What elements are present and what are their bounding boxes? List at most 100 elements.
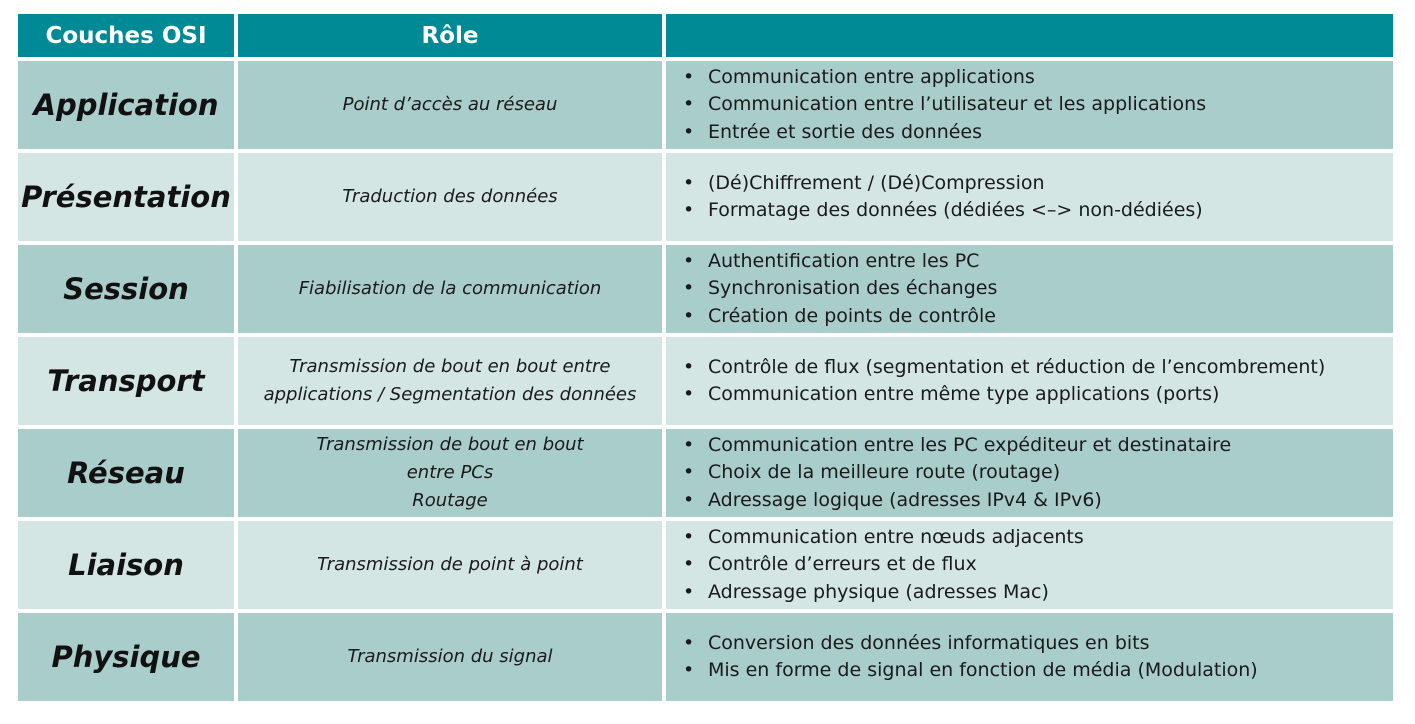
details-list: • Authentification entre les PC • Synchroni… [666, 248, 1393, 331]
list-item: • Formatage des données (dédiées <–> non-… [683, 197, 1393, 225]
table-row: Liaison Transmission de point à point • Com… [18, 521, 1393, 609]
role-line: Traduction des données [342, 186, 558, 207]
list-item: • Contrôle de flux (segmentation et réduc… [683, 354, 1393, 382]
bullet-icon: • [683, 93, 695, 116]
detail-text: Formatage des données (dédiées <–> non-d… [708, 199, 1203, 221]
bullet-icon: • [683, 120, 695, 143]
layer-name: Application [18, 61, 234, 149]
list-item: • Conversion des données informatiques en… [683, 630, 1393, 658]
detail-text: Contrôle d’erreurs et de flux [708, 553, 977, 576]
layer-role: Point d’accès au réseau [238, 61, 662, 149]
bullet-icon: • [683, 277, 695, 300]
list-item: • Mis en forme de signal en fonction de m… [683, 657, 1393, 685]
role-line: entre PCs [406, 462, 494, 483]
detail-text: Adressage logique (adresses IPv4 & IPv6) [708, 488, 1102, 511]
list-item: • Communication entre même type applicati… [683, 381, 1393, 409]
role-line: Transmission de bout en bout entre [289, 356, 611, 377]
detail-text: Authentification entre les PC [708, 249, 980, 272]
bullet-icon: • [683, 580, 695, 603]
list-item: • Communication entre l’utilisateur et le… [683, 91, 1393, 119]
detail-text: Création de points de contrôle [708, 304, 996, 327]
bullet-icon: • [683, 171, 695, 194]
detail-text: Synchronisation des échanges [708, 277, 998, 300]
list-item: • Adressage logique (adresses IPv4 & IPv6… [683, 487, 1393, 515]
details-list: • Communication entre les PC expéditeur e… [666, 432, 1393, 515]
layer-details: • (Dé)Chiffrement / (Dé)Compression • Forma… [666, 153, 1393, 241]
role-line: Fiabilisation de la communication [298, 278, 602, 299]
detail-text: (Dé)Chiffrement / (Dé)Compression [708, 171, 1045, 194]
detail-text: Conversion des données informatiques en … [708, 631, 1150, 654]
list-item: • Communication entre applications [683, 64, 1393, 92]
table-row: Présentation Traduction des données • (Dé)C… [18, 153, 1393, 241]
list-item: • Adressage physique (adresses Mac) [683, 579, 1393, 607]
layer-role: Transmission de point à point [238, 521, 662, 609]
list-item: • Entrée et sortie des données [683, 119, 1393, 147]
detail-text: Communication entre même type applicatio… [708, 383, 1220, 405]
details-list: • Communication entre nœuds adjacents • Con… [666, 524, 1393, 607]
bullet-icon: • [683, 553, 695, 576]
osi-layers-table: Couches OSI Rôle Application Point d’accè… [14, 10, 1397, 705]
bullet-icon: • [683, 65, 695, 88]
layer-details: • Communication entre les PC expéditeur e… [666, 429, 1393, 517]
table-row: Transport Transmission de bout en bout en… [18, 337, 1393, 425]
layer-role: Transmission de bout en bout entre PCs Rou… [238, 429, 662, 517]
layer-role: Transmission de bout en bout entre applic… [238, 337, 662, 425]
table-row: Application Point d’accès au réseau • Commu… [18, 61, 1393, 149]
table-row: Réseau Transmission de bout en bout entre … [18, 429, 1393, 517]
role-line: Transmission du signal [347, 646, 553, 667]
bullet-icon: • [683, 355, 695, 378]
detail-text: Mis en forme de signal en fonction de mé… [708, 659, 1258, 681]
detail-text: Communication entre l’utilisateur et les… [708, 93, 1207, 116]
details-list: • (Dé)Chiffrement / (Dé)Compression • Forma… [666, 170, 1393, 225]
detail-text: Adressage physique (adresses Mac) [708, 580, 1049, 603]
details-list: • Conversion des données informatiques en… [666, 630, 1393, 685]
layer-role: Transmission du signal [238, 613, 662, 701]
bullet-icon: • [683, 659, 695, 681]
list-item: • Contrôle d’erreurs et de flux [683, 551, 1393, 579]
layer-details: • Contrôle de flux (segmentation et réduc… [666, 337, 1393, 425]
details-list: • Communication entre applications • Commun… [666, 64, 1393, 147]
list-item: • Création de points de contrôle [683, 303, 1393, 331]
layer-name: Présentation [18, 153, 234, 241]
detail-text: Communication entre les PC expéditeur et… [708, 433, 1232, 456]
bullet-icon: • [683, 488, 695, 511]
layer-details: • Conversion des données informatiques en… [666, 613, 1393, 701]
detail-text: Choix de la meilleure route (routage) [708, 461, 1061, 484]
list-item: • Choix de la meilleure route (routage) [683, 459, 1393, 487]
bullet-icon: • [683, 631, 695, 654]
layer-name: Session [18, 245, 234, 333]
bullet-icon: • [683, 461, 695, 484]
list-item: • Authentification entre les PC [683, 248, 1393, 276]
bullet-icon: • [683, 249, 695, 272]
list-item: • Communication entre les PC expéditeur e… [683, 432, 1393, 460]
role-line: Transmission de point à point [317, 554, 583, 575]
layer-details: • Communication entre nœuds adjacents • Con… [666, 521, 1393, 609]
layer-name: Liaison [18, 521, 234, 609]
layer-name: Réseau [18, 429, 234, 517]
bullet-icon: • [683, 199, 695, 221]
bullet-icon: • [683, 433, 695, 456]
table-body: Application Point d’accès au réseau • Commu… [18, 61, 1393, 701]
layer-name: Physique [18, 613, 234, 701]
role-line: Transmission de bout en bout [316, 434, 584, 455]
detail-text: Communication entre nœuds adjacents [708, 525, 1084, 548]
table-header-row: Couches OSI Rôle [18, 14, 1393, 57]
list-item: • Communication entre nœuds adjacents [683, 524, 1393, 552]
layer-details: • Communication entre applications • Commun… [666, 61, 1393, 149]
header-couches-osi: Couches OSI [18, 14, 234, 57]
header-details [666, 14, 1393, 57]
detail-text: Contrôle de flux (segmentation et réduct… [708, 355, 1326, 378]
list-item: • Synchronisation des échanges [683, 275, 1393, 303]
layer-name: Transport [18, 337, 234, 425]
header-role: Rôle [238, 14, 662, 57]
role-line: Point d’accès au réseau [342, 94, 558, 115]
layer-details: • Authentification entre les PC • Synchroni… [666, 245, 1393, 333]
layer-role: Fiabilisation de la communication [238, 245, 662, 333]
role-line: applications / Segmentation des données [263, 384, 637, 405]
table-row: Physique Transmission du signal • Conversio… [18, 613, 1393, 701]
bullet-icon: • [683, 304, 695, 327]
layer-role: Traduction des données [238, 153, 662, 241]
bullet-icon: • [683, 383, 695, 405]
details-list: • Contrôle de flux (segmentation et réduc… [666, 354, 1393, 409]
bullet-icon: • [683, 525, 695, 548]
